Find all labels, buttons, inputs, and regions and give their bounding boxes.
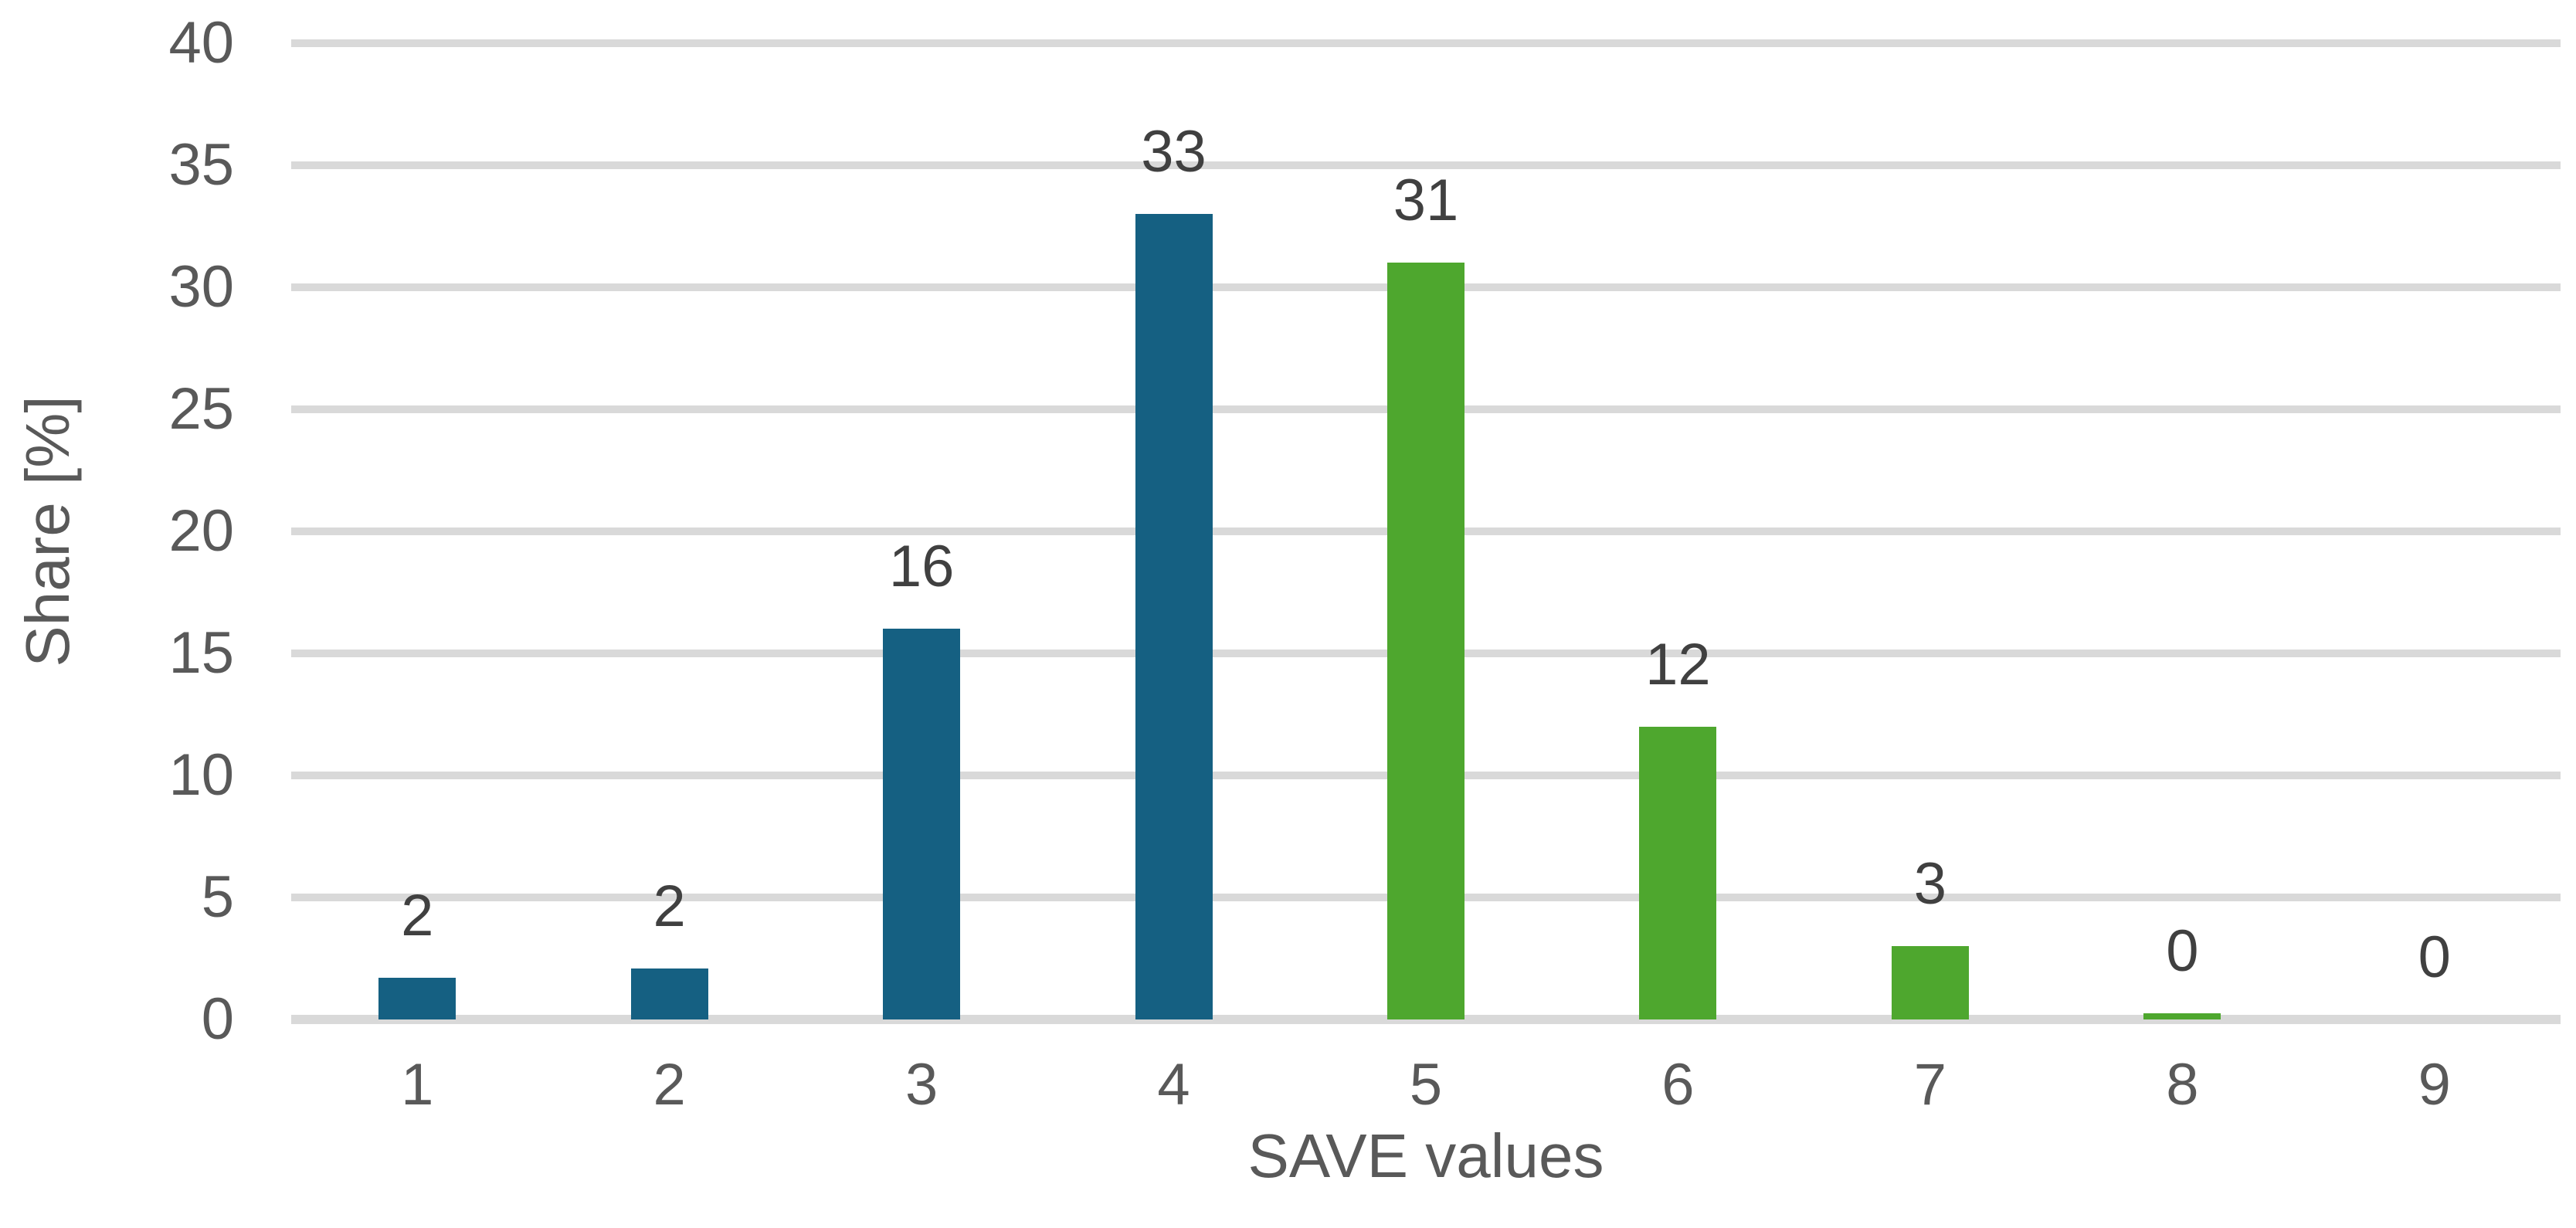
y-tick-label-30: 30 [168, 254, 234, 320]
bar-category-7 [1891, 946, 1969, 1019]
x-tick-label-9: 9 [2418, 1052, 2451, 1118]
x-tick-label-3: 3 [904, 1052, 938, 1118]
x-tick-label-7: 7 [1913, 1052, 1947, 1118]
y-tick-label-35: 35 [168, 132, 234, 198]
y-tick-label-10: 10 [168, 742, 234, 808]
data-label-category-8: 0 [2166, 918, 2199, 985]
y-tick-label-25: 25 [168, 376, 234, 442]
x-axis-line [291, 1015, 2561, 1024]
gridline-y-40 [291, 39, 2561, 47]
data-label-category-1: 2 [401, 883, 434, 949]
y-tick-label-5: 5 [201, 864, 234, 930]
data-label-category-2: 2 [653, 873, 686, 939]
x-tick-label-8: 8 [2166, 1052, 2199, 1118]
x-tick-label-4: 4 [1157, 1052, 1190, 1118]
bar-category-2 [630, 968, 708, 1019]
data-label-category-9: 0 [2418, 924, 2451, 990]
bar-category-4 [1135, 214, 1213, 1019]
bar-category-6 [1639, 726, 1717, 1019]
bar-category-3 [883, 629, 961, 1019]
x-tick-label-5: 5 [1409, 1052, 1443, 1118]
bar-category-8 [2143, 1013, 2221, 1019]
data-label-category-6: 12 [1645, 631, 1711, 697]
y-tick-label-40: 40 [168, 10, 234, 76]
x-axis-title: SAVE values [1247, 1121, 1604, 1190]
data-label-category-3: 16 [888, 534, 955, 600]
data-label-category-7: 3 [1913, 851, 1947, 918]
bar-category-1 [378, 978, 456, 1019]
data-label-category-5: 31 [1393, 168, 1459, 234]
bar-category-5 [1387, 263, 1464, 1019]
y-tick-label-20: 20 [168, 498, 234, 564]
plot-area: 2 2 16 33 31 12 3 0 0 [291, 39, 2561, 1024]
gridline-y-35 [291, 161, 2561, 169]
x-tick-label-2: 2 [653, 1052, 686, 1118]
y-tick-label-0: 0 [201, 986, 234, 1052]
x-tick-label-1: 1 [401, 1052, 434, 1118]
x-tick-label-6: 6 [1661, 1052, 1695, 1118]
y-tick-label-15: 15 [168, 620, 234, 686]
data-label-category-4: 33 [1141, 119, 1207, 185]
